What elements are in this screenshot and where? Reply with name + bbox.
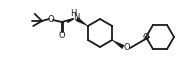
Text: N: N [73, 14, 79, 23]
Text: O: O [48, 15, 54, 23]
Text: O: O [59, 31, 65, 41]
Text: O: O [143, 32, 149, 42]
Text: H: H [70, 10, 76, 18]
Polygon shape [112, 40, 124, 49]
Text: O: O [124, 43, 130, 52]
Polygon shape [76, 17, 88, 26]
